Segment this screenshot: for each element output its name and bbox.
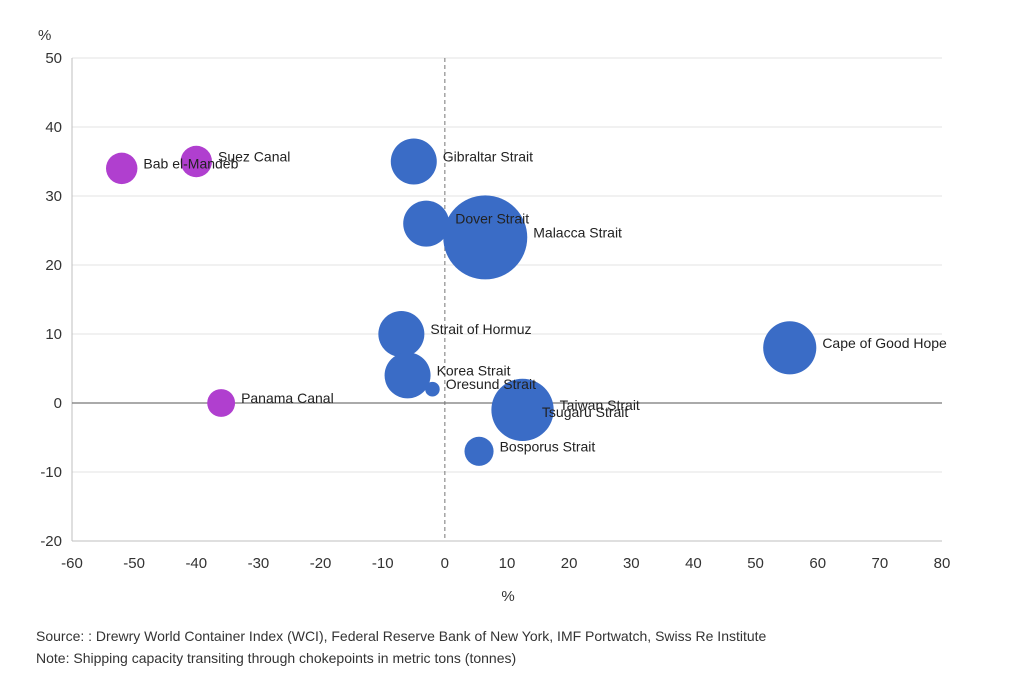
- x-tick-label: 40: [685, 555, 702, 572]
- x-tick-label: -10: [372, 555, 394, 572]
- bubble: [763, 321, 817, 375]
- x-tick-label: -40: [185, 555, 207, 572]
- point-label: Oresund Strait: [446, 376, 536, 392]
- bubble: [384, 352, 431, 399]
- y-axis-label: %: [38, 27, 51, 44]
- bubble: [105, 152, 138, 185]
- bubble-chart: -20 -10 0 10 20 30 40 50 -60 -50 -40 -30 -20 -10 0 10 20…: [38, 27, 950, 605]
- bubble: [425, 381, 440, 397]
- source-note: Source: : Drewry World Container Index (…: [36, 628, 767, 644]
- x-axis-label: %: [501, 588, 514, 605]
- point-label: Cape of Good Hope: [822, 335, 947, 351]
- y-tick-label: 30: [45, 188, 62, 205]
- bubble: [515, 406, 536, 428]
- y-tick-label: -20: [40, 533, 62, 550]
- point-label: Bab el-Mandeb: [143, 155, 238, 171]
- point-label: Tsugaru Strait: [542, 404, 628, 420]
- x-tick-label: 80: [934, 555, 951, 572]
- x-tick-label: 30: [623, 555, 640, 572]
- axes: -20 -10 0 10 20 30 40 50 -60 -50 -40 -30 -20 -10 0 10 20…: [40, 50, 950, 572]
- x-tick-label: 10: [499, 555, 516, 572]
- gridlines: [72, 57, 942, 542]
- bubble: [390, 138, 437, 185]
- bubble: [443, 195, 528, 280]
- point-label: Panama Canal: [241, 390, 334, 406]
- point-label: Strait of Hormuz: [430, 321, 531, 337]
- y-tick-label: 10: [45, 326, 62, 343]
- x-tick-label: 70: [872, 555, 889, 572]
- point-label: Malacca Strait: [533, 224, 622, 240]
- point-label: Dover Strait: [455, 211, 529, 227]
- point-label: Korea Strait: [437, 362, 511, 378]
- x-tick-label: 20: [561, 555, 578, 572]
- y-tick-label: 20: [45, 257, 62, 274]
- y-tick-label: -10: [40, 464, 62, 481]
- bubble: [207, 389, 236, 417]
- y-tick-label: 0: [54, 395, 62, 412]
- x-tick-label: -50: [123, 555, 145, 572]
- x-tick-label: -20: [310, 555, 332, 572]
- x-tick-label: -60: [61, 555, 83, 572]
- x-tick-label: 60: [809, 555, 826, 572]
- bubbles: [105, 138, 817, 466]
- y-tick-label: 50: [45, 50, 62, 67]
- y-tick-label: 40: [45, 119, 62, 136]
- point-label: Bosporus Strait: [500, 438, 596, 454]
- footnote: Note: Shipping capacity transiting throu…: [36, 650, 517, 666]
- x-tick-label: 50: [747, 555, 764, 572]
- point-label: Gibraltar Strait: [443, 149, 533, 165]
- x-tick-label: -30: [248, 555, 270, 572]
- point-label: Suez Canal: [218, 149, 290, 165]
- x-tick-label: 0: [441, 555, 449, 572]
- point-label: Taiwan Strait: [560, 397, 640, 413]
- bubble: [464, 436, 494, 466]
- bubble: [378, 310, 425, 358]
- bubble: [403, 200, 450, 247]
- bubble: [180, 145, 213, 178]
